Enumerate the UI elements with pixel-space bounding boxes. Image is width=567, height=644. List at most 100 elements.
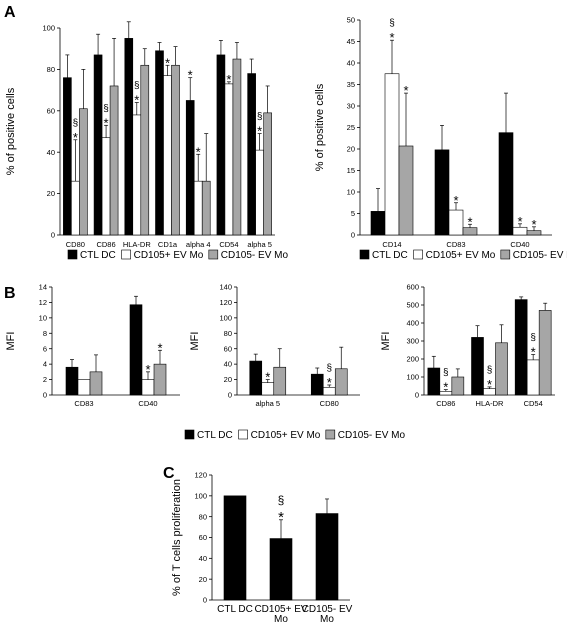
x-tick-label: alpha 4 <box>186 240 211 249</box>
bar <box>247 73 256 236</box>
bar <box>451 376 465 396</box>
legend-swatch <box>208 249 219 260</box>
y-tick-label: 120 <box>219 298 232 307</box>
y-tick-label: 5 <box>351 209 355 218</box>
significance-star: * <box>104 115 109 130</box>
bar <box>514 299 528 396</box>
x-tick-label: HLA-DR <box>123 240 152 249</box>
y-tick-label: 60 <box>199 533 207 542</box>
significance-star: * <box>265 370 270 385</box>
bar <box>185 100 195 236</box>
legend: CTL DC CD105+ EV Mo CD105- EV Mo <box>184 429 405 441</box>
significance-section-mark: § <box>326 363 332 374</box>
x-tick-label: CD83 <box>74 399 93 408</box>
y-axis-label: % of positive cells <box>5 87 17 175</box>
bar <box>263 112 272 236</box>
y-tick-label: 10 <box>347 188 355 197</box>
bar <box>193 180 203 236</box>
significance-star: * <box>389 30 394 45</box>
significance-section-mark: § <box>73 118 79 129</box>
chart-3: 0 2 4 6 8 10 12 14 MFI CD83 CD40 * * <box>5 283 180 408</box>
bar <box>153 363 167 396</box>
significance-star: * <box>134 93 139 108</box>
legend-swatch <box>121 249 131 260</box>
bar <box>140 64 150 236</box>
y-axis-label: % of positive cells <box>314 83 326 171</box>
y-tick-label: 50 <box>347 16 355 25</box>
x-tick-label: CTL DC <box>217 604 253 615</box>
x-tick-label: alpha 5 <box>247 240 272 249</box>
x-tick-label: CD1a <box>158 240 178 249</box>
y-tick-label: 8 <box>43 329 47 338</box>
significance-star: * <box>453 193 458 208</box>
y-tick-label: 0 <box>228 391 232 400</box>
y-axis-label: MFI <box>5 332 17 351</box>
y-tick-label: 14 <box>39 283 47 292</box>
y-tick-label: 40 <box>47 148 55 157</box>
bar <box>109 85 119 236</box>
significance-star: * <box>226 72 231 87</box>
y-tick-label: 4 <box>43 360 47 369</box>
y-tick-label: 100 <box>42 24 55 33</box>
bar <box>201 180 211 236</box>
x-tick-label: CD54 <box>524 399 543 408</box>
bar <box>249 360 263 396</box>
x-tick-label: CD40 <box>510 240 529 249</box>
bar <box>79 108 88 236</box>
bar <box>398 145 414 236</box>
y-tick-label: 80 <box>199 512 207 521</box>
significance-section-mark: § <box>389 18 395 29</box>
bar <box>334 368 348 396</box>
x-tick-label: CD40 <box>138 399 157 408</box>
significance-section-mark: § <box>103 103 109 114</box>
y-tick-label: 200 <box>406 355 419 364</box>
y-tick-label: 100 <box>406 373 419 382</box>
x-tick-label: CD105+ EV <box>254 604 307 615</box>
y-tick-label: 500 <box>406 301 419 310</box>
y-tick-label: 80 <box>224 329 232 338</box>
bar <box>495 342 508 396</box>
x-tick-label: CD86 <box>436 399 455 408</box>
bar <box>384 73 400 236</box>
bar <box>141 379 155 396</box>
y-tick-label: 300 <box>406 337 419 346</box>
legend-swatch <box>184 429 195 440</box>
y-tick-label: 40 <box>199 554 207 563</box>
panel-letter-a: A <box>4 4 16 21</box>
legend-label: CD105- EV Mo <box>221 250 289 261</box>
significance-star: * <box>531 217 536 232</box>
significance-star: * <box>487 377 492 392</box>
y-tick-label: 40 <box>347 59 355 68</box>
significance-section-mark: § <box>278 493 285 507</box>
x-tick-label: HLA-DR <box>476 399 505 408</box>
y-tick-label: 100 <box>194 491 207 500</box>
significance-star: * <box>467 214 472 229</box>
significance-section-mark: § <box>257 112 263 123</box>
significance-star: * <box>157 340 162 355</box>
chart-6: 0 20 40 60 80 100 120 % of T cells proliferatio… <box>171 471 353 625</box>
x-tick-label: CD86 <box>96 240 115 249</box>
x-tick-label: CD14 <box>382 240 401 249</box>
legend-label: CTL DC <box>197 430 233 441</box>
y-tick-label: 0 <box>43 391 47 400</box>
bar <box>124 38 134 236</box>
x-tick-label: CD80 <box>66 240 85 249</box>
y-tick-label: 120 <box>194 471 207 480</box>
legend: CTL DC CD105+ EV Mo CD105- EV Mo <box>359 249 567 261</box>
x-tick-label: alpha 5 <box>255 399 280 408</box>
bar <box>498 132 514 236</box>
significance-star: * <box>257 124 262 139</box>
legend-label: CD105+ EV Mo <box>134 250 204 261</box>
legend-swatch <box>413 249 423 260</box>
y-tick-label: 100 <box>219 313 232 322</box>
bar <box>216 54 226 236</box>
y-tick-label: 20 <box>224 375 232 384</box>
bar <box>224 83 234 236</box>
y-tick-label: 15 <box>347 166 355 175</box>
bar <box>471 337 484 396</box>
significance-star: * <box>73 130 78 145</box>
bar <box>101 137 111 236</box>
y-tick-label: 0 <box>351 231 355 240</box>
